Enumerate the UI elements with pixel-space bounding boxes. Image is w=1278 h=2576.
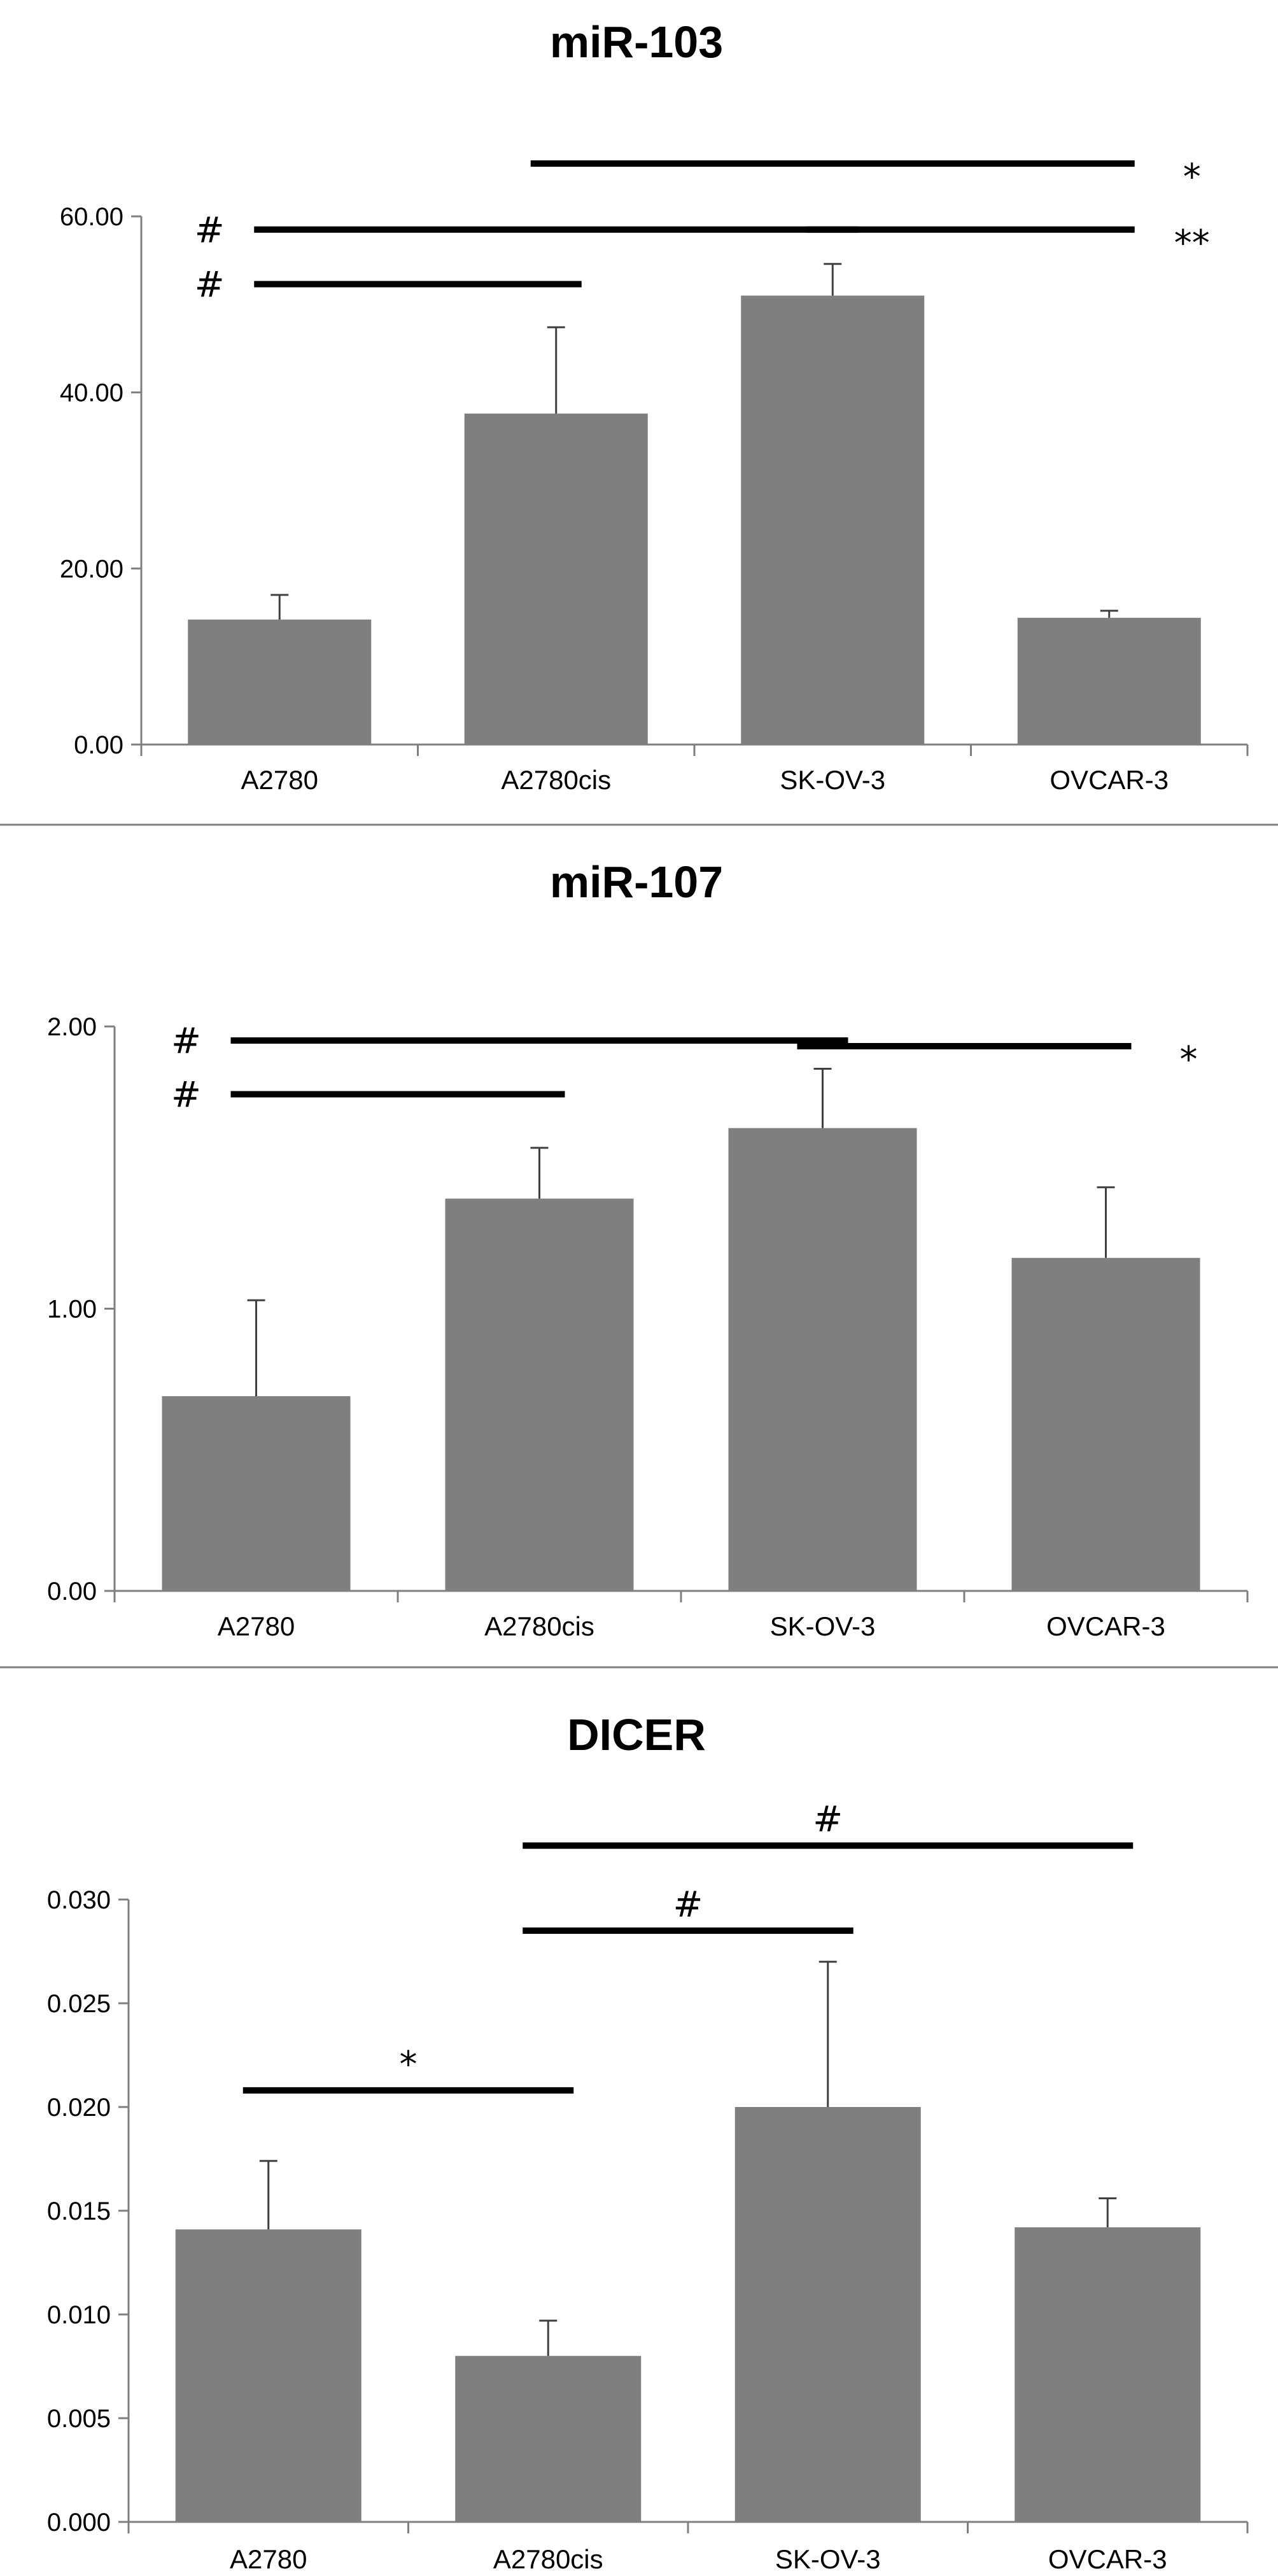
y-tick-label: 1.00 [47,1296,97,1324]
category-label: A2780 [241,765,318,795]
y-tick-label: 40.00 [60,379,123,407]
significance-label: * [1183,157,1201,198]
bar [175,2229,362,2522]
y-tick-label: 0.020 [47,2094,111,2122]
y-tick-label: 2.00 [47,1013,97,1041]
y-tick-label: 20.00 [60,555,123,583]
category-label: A2780cis [484,1611,594,1641]
category-label: A2780 [218,1611,295,1641]
bar [188,619,372,745]
y-tick-label: 0.000 [47,2509,111,2537]
significance-label: # [171,1021,201,1062]
y-tick-label: 0.025 [47,1990,111,2018]
category-label: OVCAR-3 [1050,765,1169,795]
bar [162,1396,351,1591]
category-label: A2780cis [501,765,611,795]
bar [464,413,648,745]
bar [741,295,925,745]
category-label: SK-OV-3 [770,1611,876,1641]
y-tick-label: 0.010 [47,2301,111,2329]
y-tick-label: 0.015 [47,2197,111,2225]
significance-label: # [813,1799,843,1840]
significance-label: # [195,265,225,306]
significance-label: # [673,1884,703,1926]
bar [455,2356,642,2522]
category-label: OVCAR-3 [1048,2544,1167,2574]
bar [728,1128,917,1591]
y-tick-label: 0.005 [47,2405,111,2433]
category-label: SK-OV-3 [775,2544,881,2574]
category-label: A2780 [230,2544,307,2574]
significance-label: * [400,2044,418,2085]
significance-label: # [171,1074,201,1116]
bar [1011,1257,1200,1591]
y-tick-label: 0.00 [47,1578,97,1606]
significance-label: # [195,210,225,251]
bar [734,2107,921,2522]
bar [1015,2227,1201,2522]
significance-label: * [1180,1039,1198,1081]
category-label: SK-OV-3 [780,765,885,795]
chart-title: DICER [567,1710,706,1760]
y-tick-label: 60.00 [60,203,123,231]
bar [445,1198,634,1591]
bar [1017,617,1201,745]
chart-title: miR-107 [550,857,723,907]
y-tick-label: 0.030 [47,1886,111,1914]
y-tick-label: 0.00 [74,731,123,759]
significance-label: ** [1174,223,1210,264]
category-label: OVCAR-3 [1046,1611,1165,1641]
chart-title: miR-103 [550,17,723,67]
category-label: A2780cis [493,2544,603,2574]
